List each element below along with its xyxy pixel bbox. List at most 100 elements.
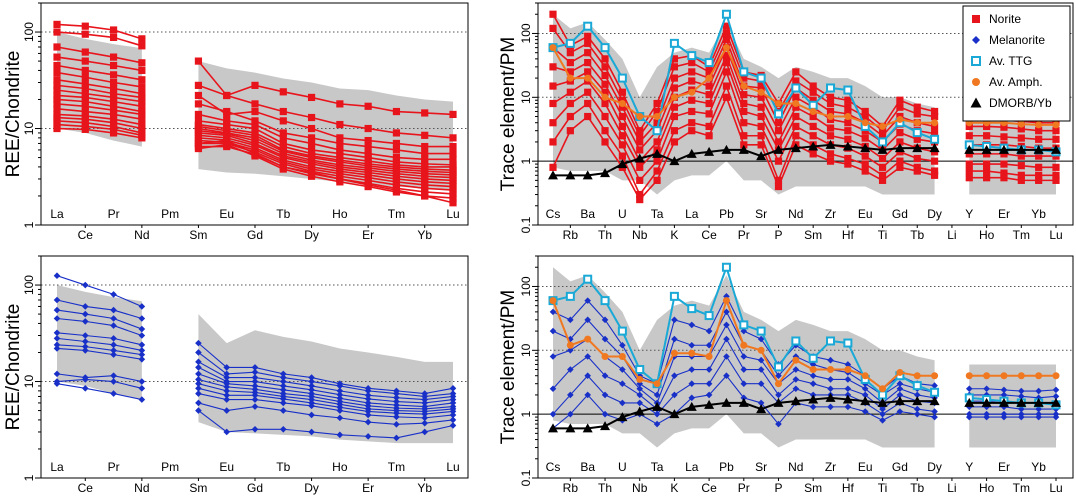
data-point xyxy=(549,119,557,127)
data-point xyxy=(913,167,921,175)
category-label: Tm xyxy=(388,460,405,474)
data-point xyxy=(567,391,574,399)
data-point xyxy=(109,106,118,114)
data-point xyxy=(279,395,287,403)
data-point xyxy=(688,107,696,116)
data-point xyxy=(138,315,146,322)
data-point xyxy=(138,59,146,67)
category-label: Th xyxy=(598,481,612,495)
data-point xyxy=(878,171,887,179)
data-point xyxy=(279,134,287,142)
data-point xyxy=(896,408,904,415)
data-point xyxy=(1035,176,1043,184)
data-point xyxy=(393,409,400,417)
data-point xyxy=(81,318,89,325)
data-point xyxy=(1018,405,1025,413)
category-label: Sr xyxy=(755,460,767,474)
data-point xyxy=(1035,163,1043,171)
data-point xyxy=(421,184,429,192)
data-point xyxy=(393,390,400,397)
reference-point xyxy=(929,143,940,153)
data-point xyxy=(774,138,783,146)
data-point xyxy=(1017,176,1025,184)
data-point xyxy=(688,394,696,402)
series-line xyxy=(56,337,142,351)
category-label: Sr xyxy=(755,207,767,221)
reference-point xyxy=(894,396,905,406)
data-point xyxy=(223,391,231,399)
category-label: Yb xyxy=(417,481,432,495)
reference-point xyxy=(721,397,732,407)
y-tick-label: 100 xyxy=(519,276,533,296)
data-point xyxy=(636,138,644,146)
data-point xyxy=(110,315,117,322)
data-point xyxy=(584,353,591,360)
category-label: P xyxy=(774,481,782,495)
category-label: Nd xyxy=(134,481,149,495)
data-point xyxy=(913,154,921,163)
data-point xyxy=(307,134,316,142)
data-point xyxy=(601,112,609,121)
reference-point xyxy=(792,99,800,107)
data-point xyxy=(138,396,146,403)
y-tick-label: 10 xyxy=(519,90,533,104)
data-point xyxy=(308,402,315,410)
data-point xyxy=(584,372,591,380)
series-line xyxy=(56,347,142,360)
reference-point xyxy=(738,397,749,407)
data-point xyxy=(584,391,591,399)
data-point xyxy=(393,413,400,421)
series-line xyxy=(198,373,454,408)
category-label: Pm xyxy=(161,460,179,474)
data-point xyxy=(449,186,457,194)
data-point xyxy=(364,149,372,158)
reference-series xyxy=(549,44,1060,130)
data-point xyxy=(653,119,661,127)
data-point xyxy=(138,355,146,363)
y-tick-label: 0.1 xyxy=(519,216,533,233)
data-point xyxy=(1018,413,1025,421)
reference-point xyxy=(913,119,921,127)
y-tick-label: 1 xyxy=(22,474,36,481)
data-point xyxy=(618,88,626,96)
data-point xyxy=(449,408,457,415)
reference-point xyxy=(582,423,593,433)
data-point xyxy=(931,408,938,415)
data-point xyxy=(618,132,626,140)
reference-point xyxy=(636,375,644,383)
data-point xyxy=(336,382,344,390)
reference-point xyxy=(877,397,888,407)
data-point xyxy=(826,93,835,101)
reference-point xyxy=(1017,372,1025,380)
data-point xyxy=(110,306,117,314)
reference-point xyxy=(879,385,887,393)
reference-point xyxy=(860,396,871,406)
data-point xyxy=(195,399,202,407)
data-point xyxy=(722,93,731,101)
data-point xyxy=(336,134,344,142)
data-point xyxy=(393,394,400,401)
data-point xyxy=(601,391,609,399)
reference-point xyxy=(842,394,853,404)
reference-point xyxy=(790,396,801,406)
series-line xyxy=(56,84,142,99)
category-label: Ti xyxy=(878,228,888,242)
reference-point xyxy=(704,399,715,409)
data-point xyxy=(307,93,316,102)
data-point xyxy=(723,372,730,380)
category-label: Y xyxy=(965,207,973,221)
y-tick-label: 0.1 xyxy=(519,469,533,486)
data-point xyxy=(138,134,146,142)
data-point xyxy=(449,399,457,407)
reference-point xyxy=(998,397,1009,407)
data-point xyxy=(930,122,939,131)
reference-point xyxy=(566,74,574,82)
category-label: Pr xyxy=(108,460,120,474)
category-label: Yb xyxy=(1031,207,1046,221)
data-point xyxy=(549,353,557,360)
data-point xyxy=(740,380,748,387)
data-point xyxy=(705,91,713,99)
data-point xyxy=(653,138,661,146)
reference-point xyxy=(549,297,557,305)
data-point xyxy=(279,378,287,385)
